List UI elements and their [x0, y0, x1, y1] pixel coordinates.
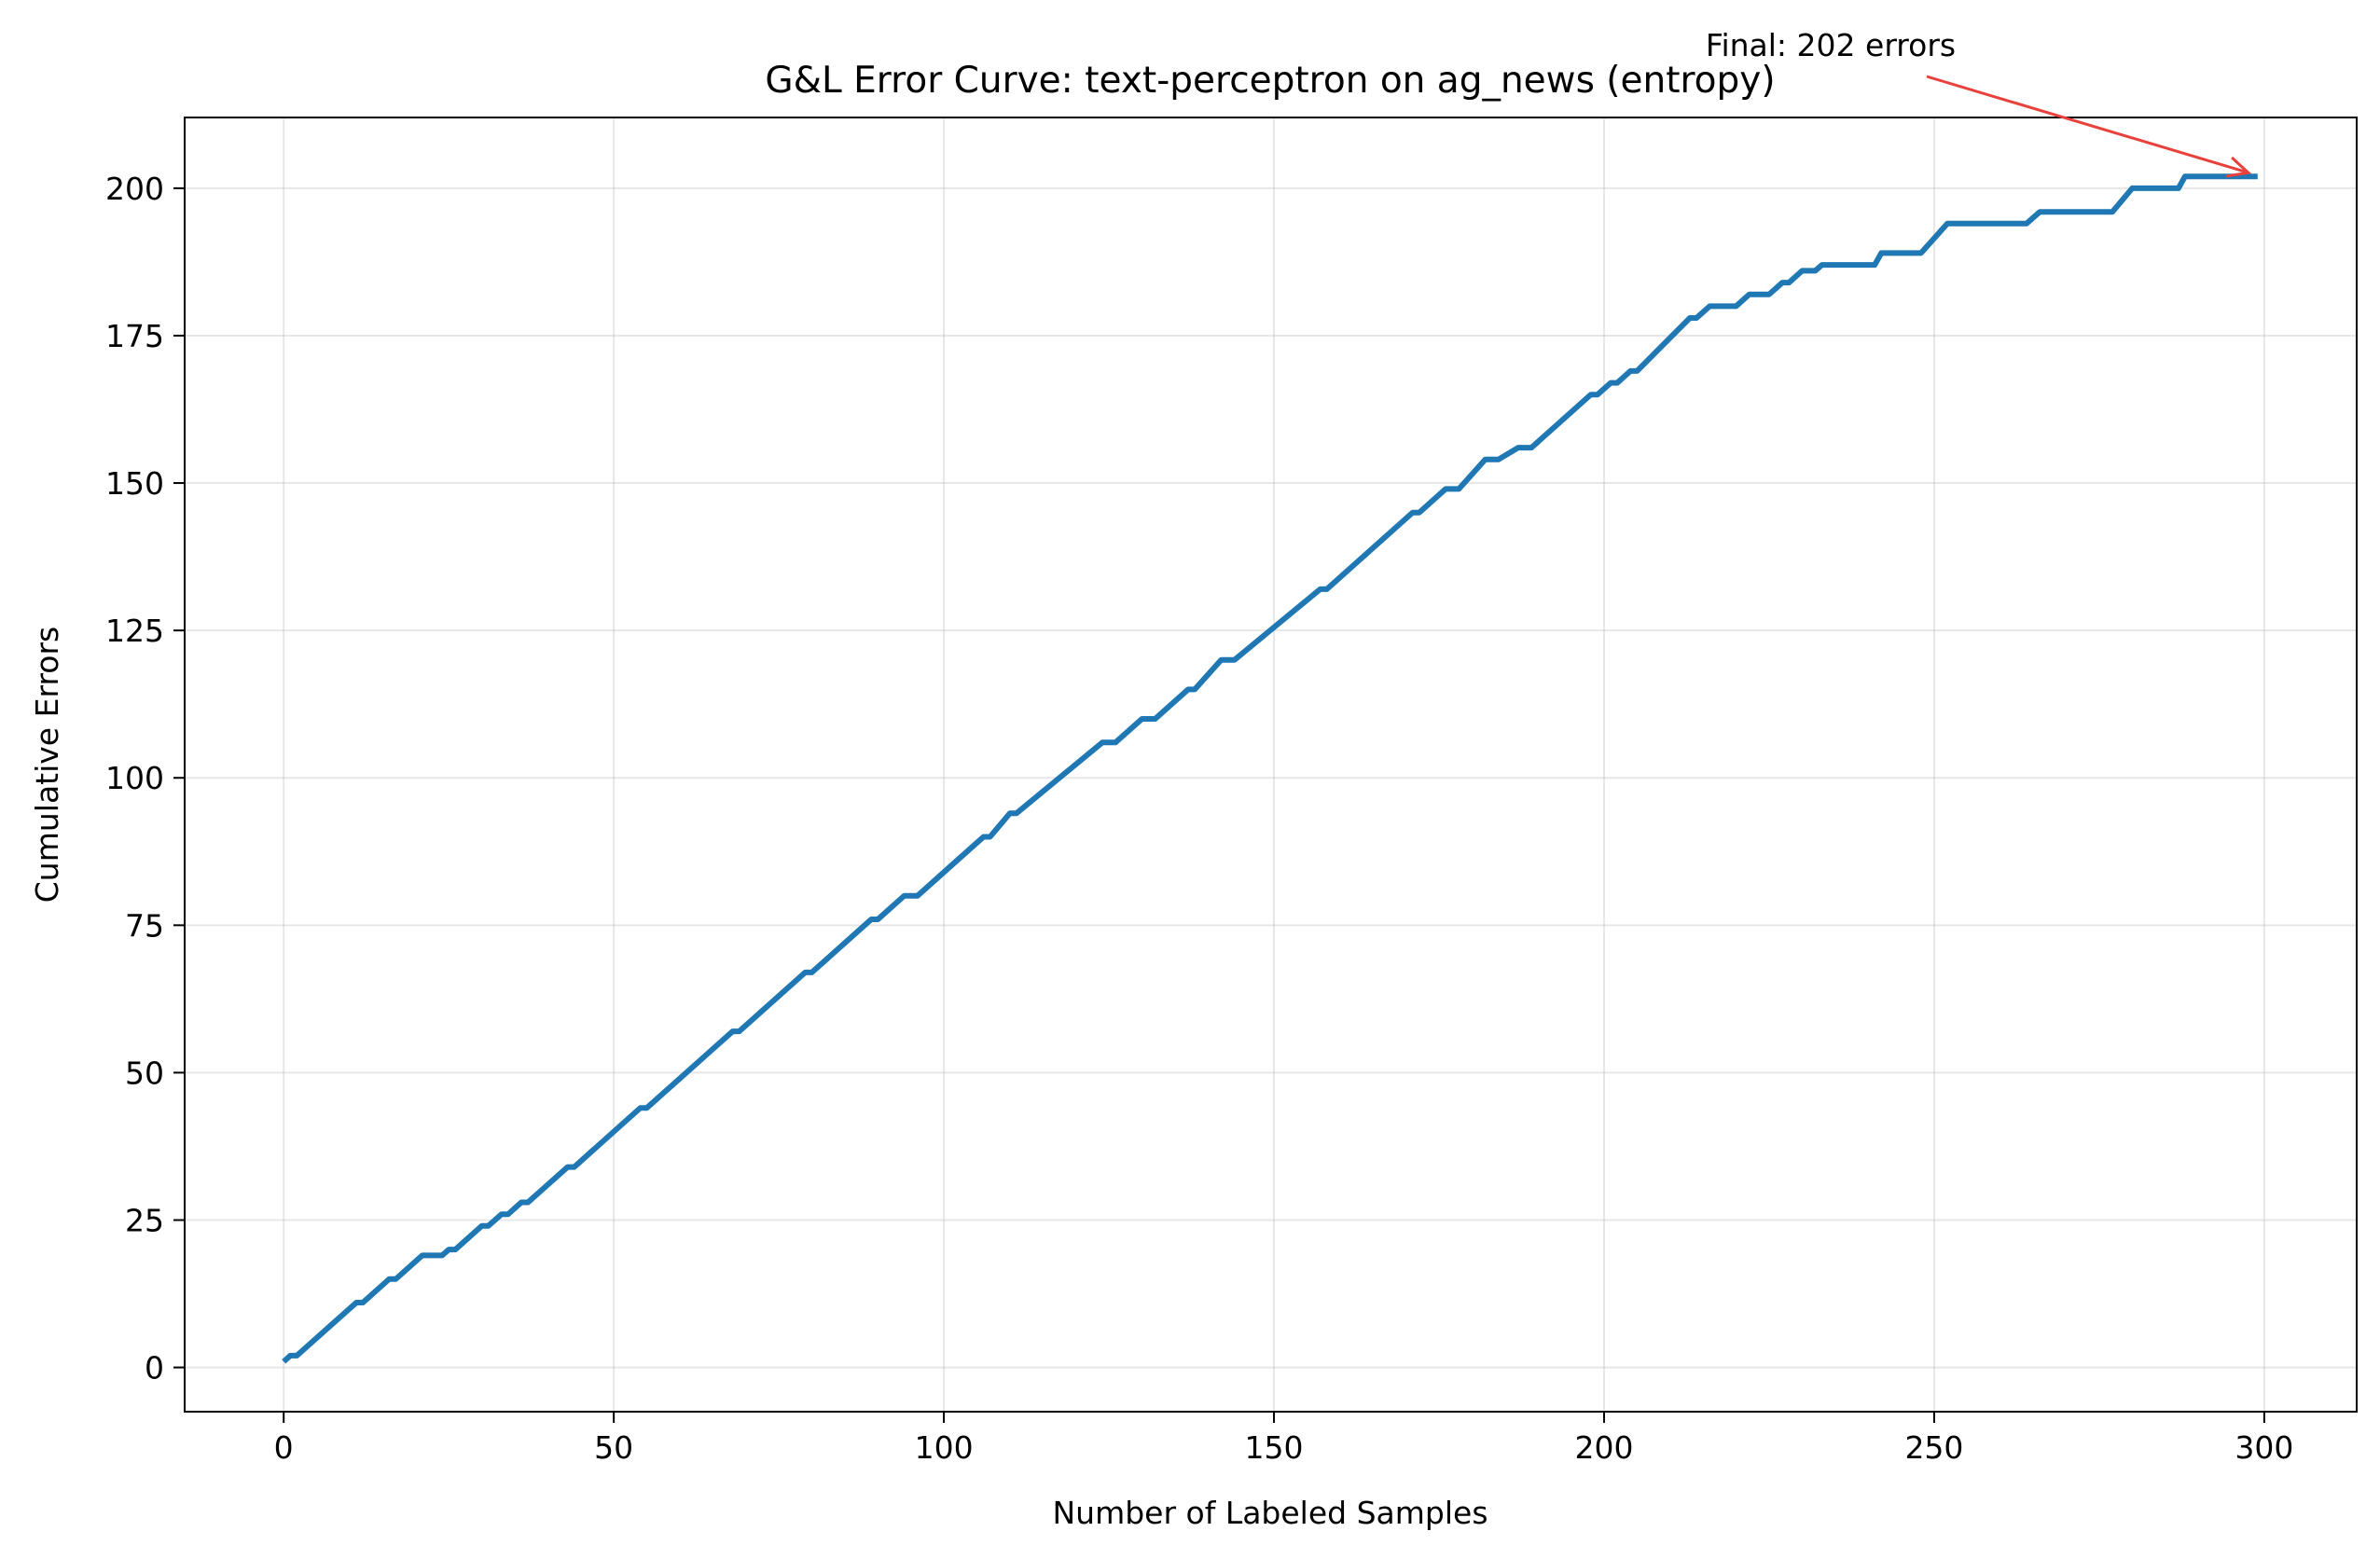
- x-tick-label: 0: [274, 1429, 294, 1466]
- y-tick-label: 50: [125, 1055, 164, 1091]
- series-line: [282, 173, 2258, 1364]
- y-tick-label: 100: [105, 760, 164, 796]
- y-tick-label: 25: [125, 1202, 164, 1238]
- x-axis: 0 50 100 150 200 250 300: [274, 1412, 2293, 1466]
- chart-title: G&L Error Curve: text-perceptron on ag_n…: [765, 60, 1775, 102]
- x-tick-label: 100: [915, 1429, 974, 1466]
- y-tick-label: 75: [125, 907, 164, 944]
- x-tick-label: 150: [1245, 1429, 1304, 1466]
- y-tick-label: 150: [105, 465, 164, 502]
- annotation-text: Final: 202 errors: [1706, 27, 1956, 63]
- y-axis-label: Cumulative Errors: [29, 627, 65, 903]
- y-tick-label: 125: [105, 613, 164, 649]
- y-axis: 0 25 50 75 100 125 150 175 200: [105, 171, 185, 1387]
- x-tick-label: 200: [1574, 1429, 1633, 1466]
- y-tick-label: 200: [105, 171, 164, 207]
- annotation-arrowhead: [2225, 156, 2252, 178]
- x-tick-label: 300: [2235, 1429, 2293, 1466]
- x-tick-label: 250: [1904, 1429, 1963, 1466]
- annotation-arrow: [1926, 75, 2249, 174]
- x-axis-label: Number of Labeled Samples: [1052, 1495, 1488, 1531]
- y-tick-label: 0: [145, 1350, 164, 1387]
- series-layer: [282, 173, 2258, 1364]
- plot-frame: [184, 117, 2358, 1413]
- annotation-layer: Final: 202 errors: [1706, 27, 2252, 178]
- y-tick-label: 175: [105, 318, 164, 354]
- x-tick-label: 50: [594, 1429, 633, 1466]
- grid: [185, 117, 2357, 1412]
